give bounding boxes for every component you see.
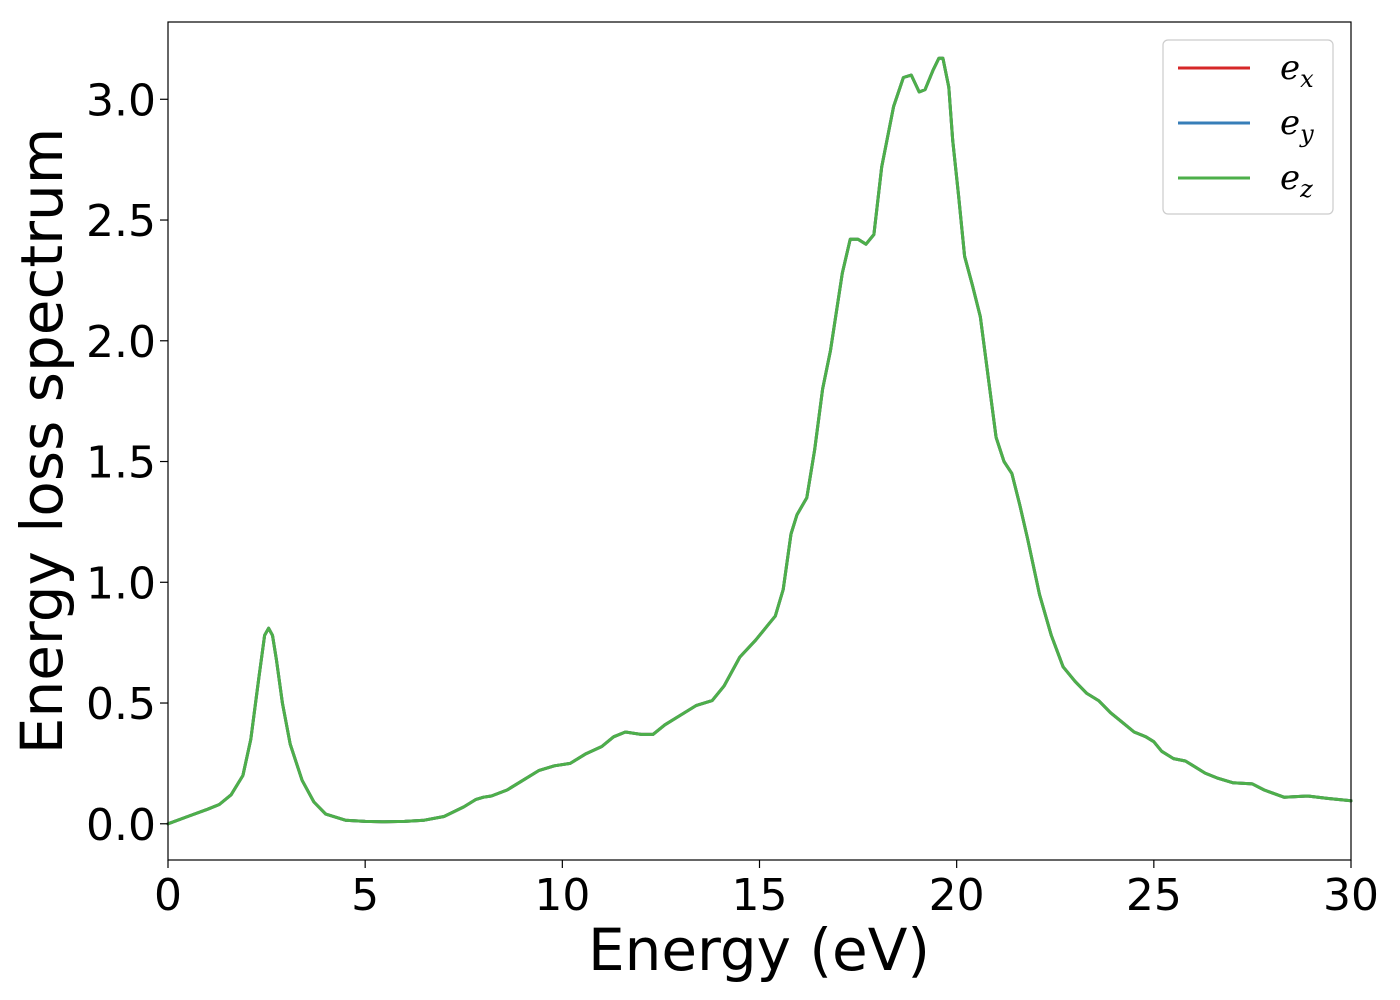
- legend-label-x: ex: [1280, 48, 1314, 93]
- series-line-z: [166, 56, 1353, 826]
- x-axis-label: Energy (eV): [588, 916, 930, 984]
- legend-label-y: ey: [1280, 103, 1314, 148]
- y-tick-label: 2.0: [86, 317, 156, 368]
- y-tick-label: 0.5: [86, 679, 156, 730]
- y-axis-label: Energy loss spectrum: [8, 128, 76, 754]
- legend: ex ey ez: [1162, 39, 1334, 215]
- y-tick-label: 1.5: [86, 438, 156, 489]
- x-tick-label: 10: [534, 870, 590, 921]
- legend-label-z: ez: [1280, 158, 1313, 203]
- x-tick-label: 5: [351, 870, 379, 921]
- y-tick-label: 1.0: [86, 558, 156, 609]
- x-tick-label: 30: [1323, 870, 1379, 921]
- y-tick-label: 0.0: [86, 800, 156, 851]
- x-axis: 0 5 10 15 20 25 30: [154, 860, 1379, 921]
- plot-lines: [166, 56, 1353, 826]
- x-tick-label: 20: [929, 870, 985, 921]
- y-tick-label: 2.5: [86, 196, 156, 247]
- y-axis: 0.0 0.5 1.0 1.5 2.0 2.5 3.0: [86, 75, 168, 851]
- x-tick-label: 25: [1126, 870, 1182, 921]
- x-tick-label: 15: [732, 870, 788, 921]
- legend-box: [1162, 39, 1334, 215]
- y-tick-label: 3.0: [86, 75, 156, 126]
- x-tick-label: 0: [154, 870, 182, 921]
